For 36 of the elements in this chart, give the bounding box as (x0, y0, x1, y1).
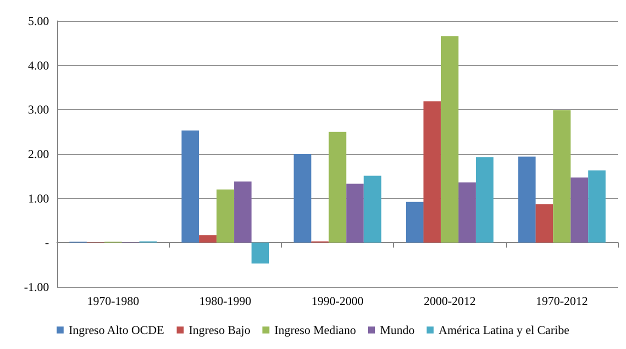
bar (518, 156, 536, 243)
legend-label: Ingreso Bajo (188, 323, 250, 337)
x-tick-label: 1970-2012 (536, 294, 588, 308)
bar (294, 154, 312, 243)
x-tick-label: 2000-2012 (424, 294, 476, 308)
bar (234, 181, 252, 243)
bar (182, 130, 200, 243)
legend-label: Mundo (380, 323, 415, 337)
x-tick-label: 1980-1990 (199, 294, 252, 308)
y-tick-label: 1.00 (28, 191, 49, 206)
bar (252, 242, 270, 264)
bar (423, 101, 441, 243)
bar (536, 204, 554, 243)
y-tick-label: 2.00 (28, 147, 49, 161)
bar (570, 177, 588, 243)
bar (588, 170, 606, 243)
legend-label: América Latina y el Caribe (438, 323, 570, 337)
x-tick-label: 1990-2000 (312, 294, 364, 308)
y-tick-label: 4.00 (28, 58, 49, 72)
y-tick-label: 3.00 (28, 102, 49, 117)
y-tick-label: -1.00 (24, 280, 49, 294)
bar (476, 157, 494, 243)
y-tick-label: 5.00 (28, 14, 49, 28)
y-tick-label: - (45, 236, 49, 250)
bar (328, 132, 346, 243)
bar (458, 182, 476, 243)
bar (199, 235, 217, 243)
legend-label: Ingreso Mediano (274, 323, 356, 337)
bar (216, 189, 234, 243)
legend-label: Ingreso Alto OCDE (68, 323, 164, 337)
bar (364, 176, 382, 243)
bar (440, 36, 458, 243)
bar (346, 184, 364, 243)
x-tick-label: 1970-1980 (87, 294, 140, 308)
bar (553, 110, 571, 243)
bar (406, 202, 424, 243)
